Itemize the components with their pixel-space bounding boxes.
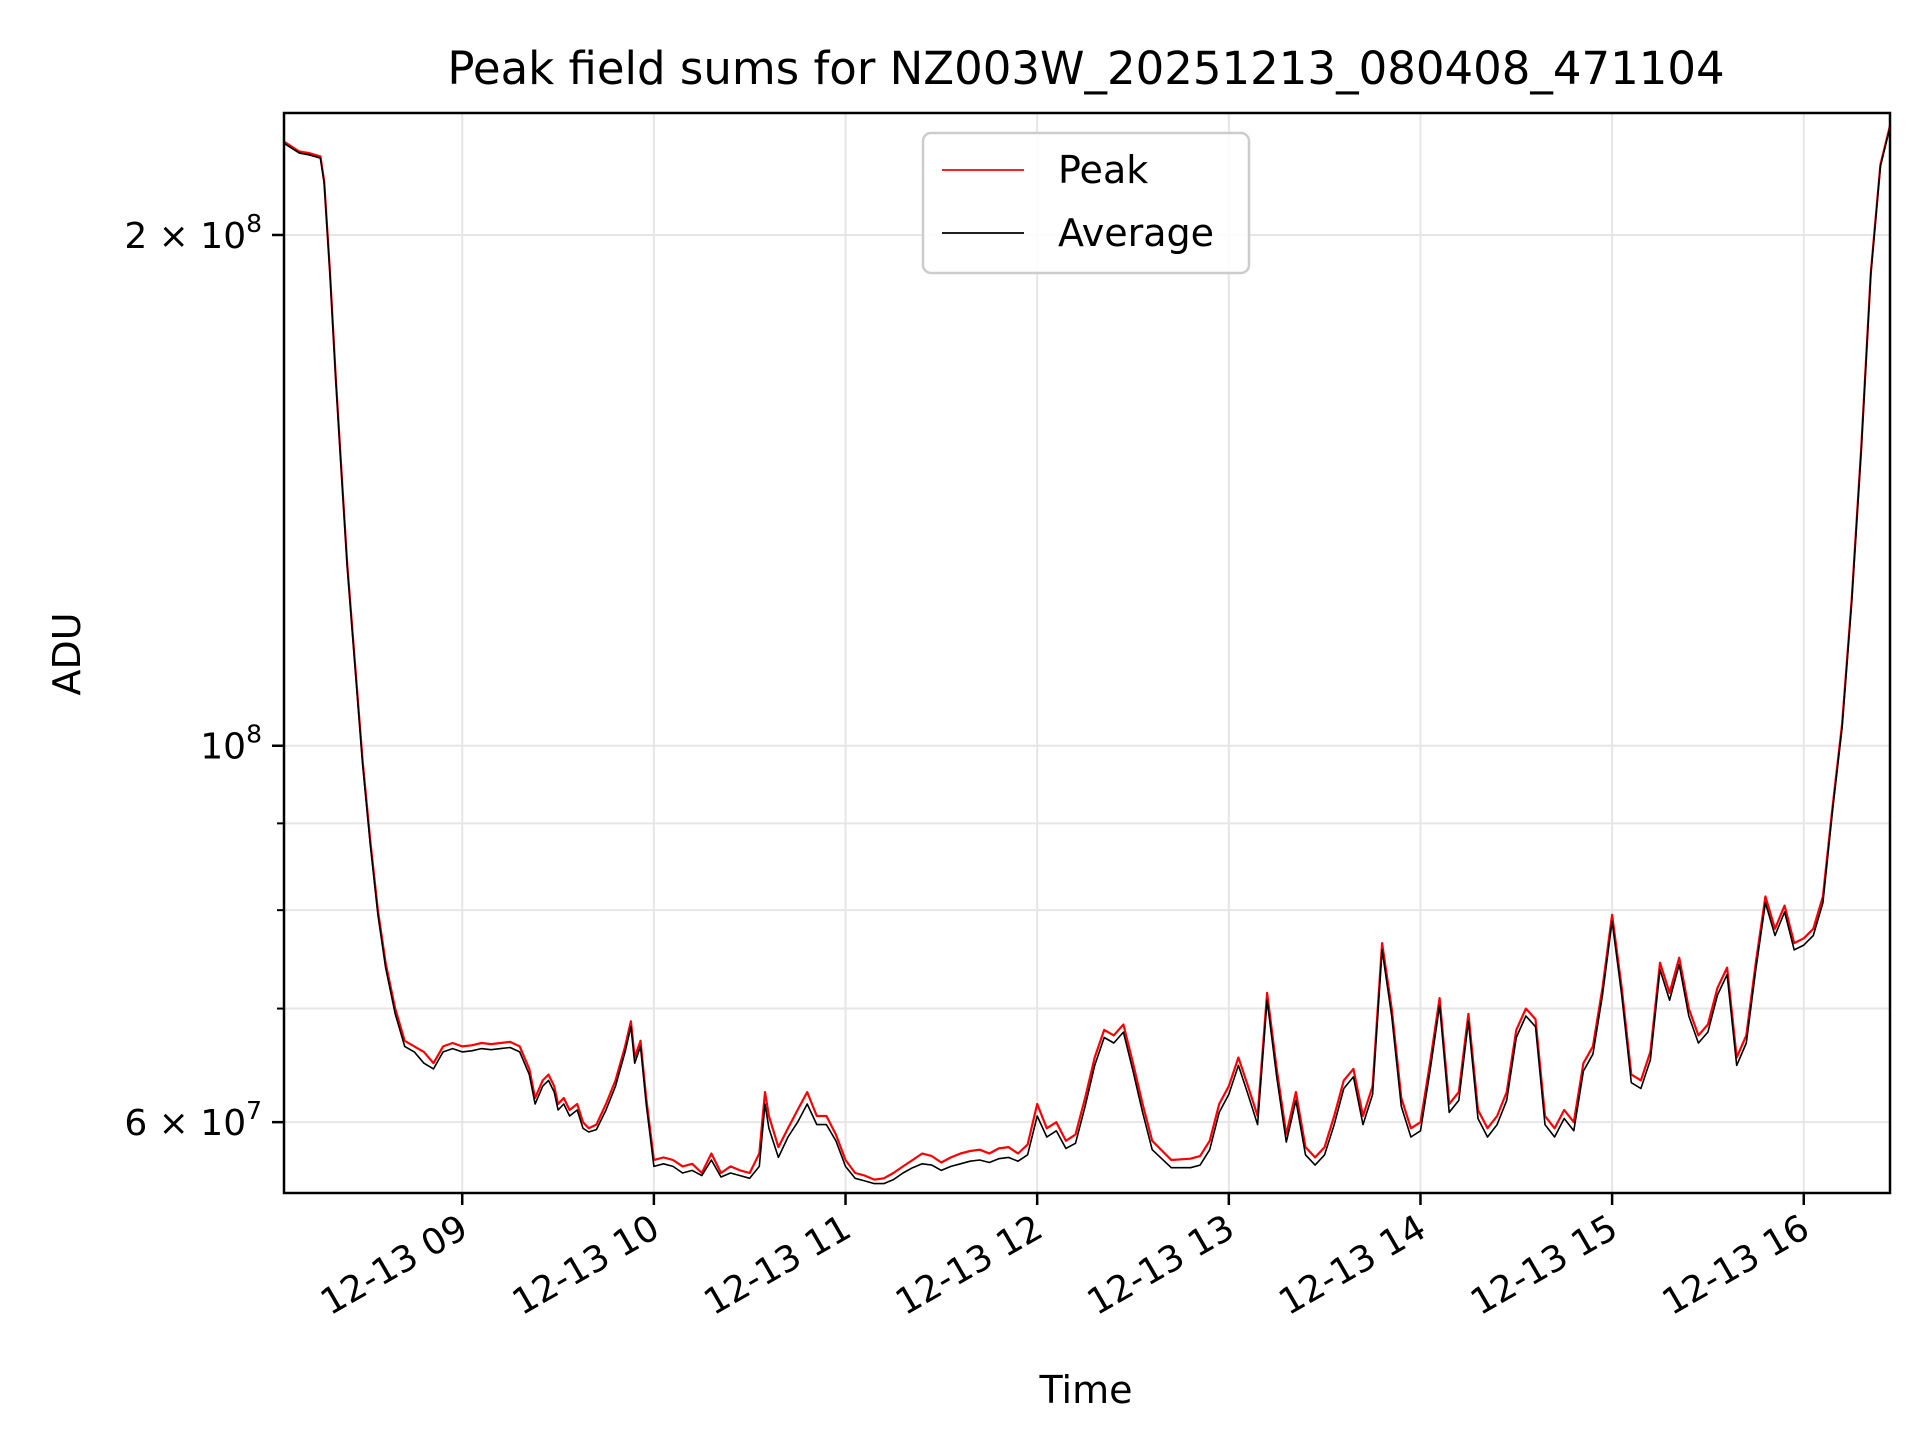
series-line-average	[284, 127, 1890, 1185]
plot-area-frame	[282, 111, 1892, 1195]
y-tick-label: 108	[200, 720, 262, 768]
chart-title: Peak field sums for NZ003W_20251213_0804…	[447, 42, 1724, 95]
plot-series	[284, 125, 1890, 1185]
legend-peak-label: Peak	[1058, 148, 1148, 192]
legend-box	[921, 131, 1251, 275]
y-tick-label: 2 × 108	[124, 209, 262, 257]
legend: Peak Average	[921, 131, 1251, 275]
legend-average-label: Average	[1058, 211, 1214, 255]
y-axis-label: ADU	[45, 612, 89, 695]
x-axis-label: Time	[1039, 1368, 1133, 1412]
series-line-peak	[284, 125, 1890, 1181]
y-tick-label: 6 × 107	[124, 1096, 262, 1144]
